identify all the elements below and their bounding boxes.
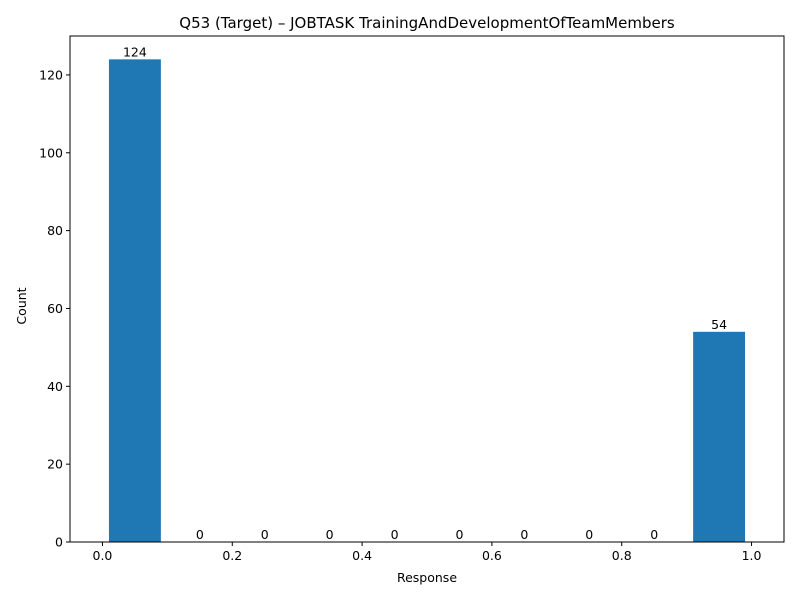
x-tick-label: 0.2 (222, 548, 242, 563)
bar-value-label: 54 (711, 317, 727, 332)
y-tick-label: 20 (47, 457, 63, 472)
y-tick-label: 120 (39, 67, 63, 82)
x-tick-label: 0.4 (352, 548, 372, 563)
plot-area: 124 0 0 0 0 0 0 0 0 54 0.0 0.2 0.4 0.6 0.8 1.0 0 20 40 60 80… (39, 35, 785, 563)
bar-value-label: 0 (455, 527, 463, 542)
y-tick-label: 40 (47, 379, 63, 394)
x-tick-label: 0.6 (482, 548, 502, 563)
y-tick-label: 100 (39, 145, 63, 160)
bar-value-label: 0 (391, 527, 399, 542)
bar-value-label: 0 (196, 527, 204, 542)
bar-value-label: 124 (123, 44, 147, 59)
x-tick-label: 0.8 (612, 548, 632, 563)
bar (693, 331, 746, 542)
x-tick-label: 0.0 (93, 548, 113, 563)
x-tick-label: 1.0 (742, 548, 762, 563)
bar-value-label: 0 (326, 527, 334, 542)
axes-frame (69, 35, 785, 543)
y-tick-label: 0 (55, 535, 63, 550)
bar (108, 59, 161, 542)
y-tick-label: 80 (47, 223, 63, 238)
bar-value-label: 0 (520, 527, 528, 542)
y-tick-label: 60 (47, 301, 63, 316)
bar-value-label: 0 (261, 527, 269, 542)
bar-value-label: 0 (650, 527, 658, 542)
y-axis-title: Count (14, 287, 29, 324)
x-axis-title: Response (397, 570, 457, 585)
chart-title: Q53 (Target) – JOBTASK TrainingAndDevelo… (179, 14, 675, 32)
bar-value-label: 0 (585, 527, 593, 542)
